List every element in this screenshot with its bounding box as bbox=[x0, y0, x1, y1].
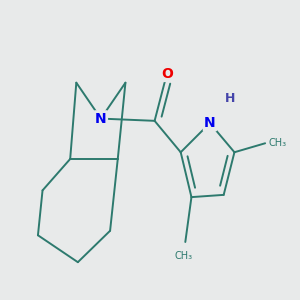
Text: CH₃: CH₃ bbox=[175, 251, 193, 261]
Text: N: N bbox=[204, 116, 216, 130]
Text: O: O bbox=[161, 67, 173, 81]
Text: H: H bbox=[225, 92, 235, 105]
Text: CH₃: CH₃ bbox=[268, 138, 286, 148]
Text: N: N bbox=[95, 112, 107, 126]
